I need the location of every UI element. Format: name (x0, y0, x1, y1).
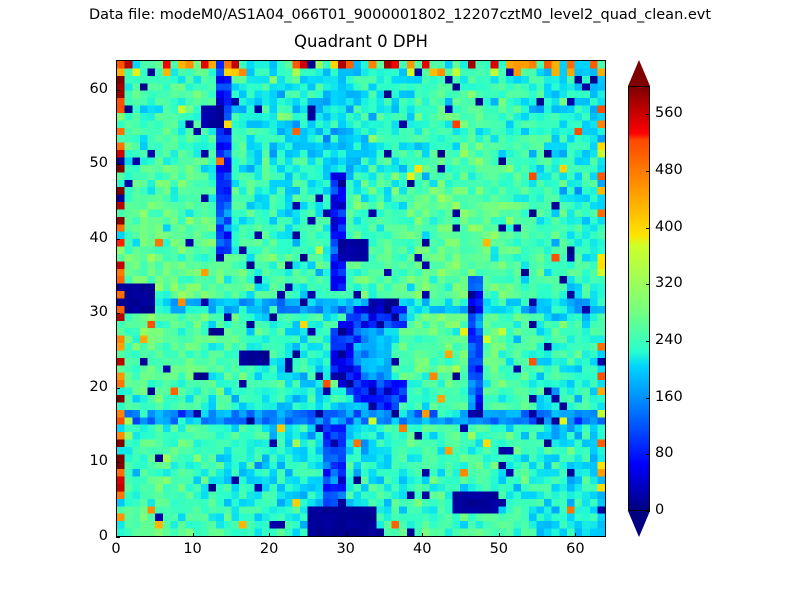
x-tick-mark (192, 533, 194, 537)
y-tick-mark (116, 164, 120, 166)
x-tick-label: 20 (259, 541, 279, 557)
colorbar-gradient (629, 87, 649, 510)
x-tick-label: 30 (336, 541, 355, 557)
x-tick-mark (575, 533, 577, 537)
axes-title: Quadrant 0 DPH (294, 32, 428, 51)
y-tick-label: 10 (89, 453, 108, 470)
colorbar-tick-label: 480 (655, 162, 683, 178)
y-tick-mark (116, 89, 120, 91)
y-tick-mark (116, 313, 120, 315)
colorbar-tick-mark (646, 114, 650, 116)
colorbar-over-arrow-icon (628, 60, 650, 86)
x-tick-label: 10 (183, 541, 202, 557)
y-tick-mark (116, 387, 120, 389)
colorbar-tick-mark (646, 284, 650, 286)
colorbar-tick-label: 160 (655, 388, 683, 405)
x-tick-mark (269, 533, 271, 537)
colorbar-under-arrow-icon (628, 511, 650, 537)
x-tick-mark (116, 533, 117, 537)
colorbar-tick-mark (646, 341, 650, 342)
colorbar-tick-mark (646, 227, 650, 229)
colorbar-tick-label: 240 (655, 332, 683, 348)
colorbar-tick-label: 400 (655, 218, 683, 235)
x-tick-label: 0 (111, 541, 121, 557)
x-tick-label: 40 (413, 541, 432, 557)
colorbar-tick-label: 320 (655, 275, 683, 292)
x-tick-label: 60 (566, 541, 585, 557)
colorbar-tick-mark (646, 171, 650, 172)
colorbar-tick-mark (646, 454, 650, 456)
x-tick-mark (422, 533, 424, 537)
y-tick-label: 0 (98, 528, 108, 544)
y-tick-label: 30 (89, 304, 108, 321)
colorbar-tick-mark (646, 397, 650, 399)
heatmap-image (117, 61, 605, 536)
x-tick-mark (498, 533, 500, 537)
colorbar-body (628, 86, 650, 511)
figure-suptitle: Data file: modeM0/AS1A04_066T01_90000018… (88, 7, 712, 23)
y-tick-mark (116, 238, 120, 240)
colorbar-tick-label: 560 (655, 105, 683, 122)
x-tick-label: 50 (489, 541, 509, 557)
y-tick-label: 50 (89, 155, 108, 172)
y-tick-label: 60 (89, 80, 108, 97)
colorbar-tick-mark (646, 511, 650, 512)
x-tick-mark (345, 533, 347, 537)
heatmap-axes[interactable] (116, 60, 606, 537)
colorbar-tick-label: 80 (655, 445, 674, 462)
y-tick-label: 40 (89, 229, 108, 246)
colorbar-tick-label: 0 (655, 502, 665, 518)
y-tick-label: 20 (89, 378, 108, 395)
y-tick-mark (116, 537, 120, 538)
y-tick-mark (116, 462, 120, 464)
colorbar[interactable]: 0 80 160 240 320 400 480 560 (628, 60, 683, 537)
